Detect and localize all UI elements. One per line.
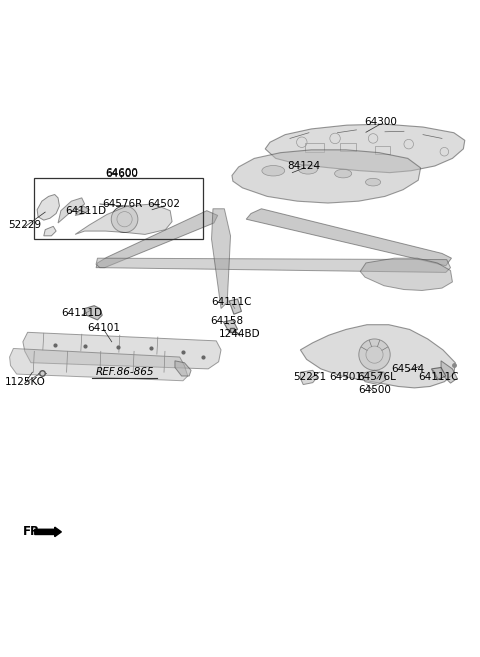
Text: 52251: 52251 bbox=[293, 372, 326, 382]
Circle shape bbox=[359, 339, 390, 371]
Text: 64600: 64600 bbox=[105, 168, 138, 177]
Polygon shape bbox=[75, 204, 172, 235]
Bar bbox=[34, 178, 203, 239]
Text: 1125KO: 1125KO bbox=[4, 376, 45, 387]
Text: 64576L: 64576L bbox=[358, 372, 396, 382]
Ellipse shape bbox=[365, 178, 381, 186]
Text: 64576R: 64576R bbox=[103, 199, 143, 209]
Polygon shape bbox=[212, 209, 230, 309]
Polygon shape bbox=[223, 320, 238, 332]
Text: 52229: 52229 bbox=[8, 220, 41, 230]
Polygon shape bbox=[37, 194, 60, 220]
Bar bbox=[374, 146, 390, 154]
Text: 64600: 64600 bbox=[105, 169, 138, 179]
Text: 64111D: 64111D bbox=[61, 308, 102, 318]
Polygon shape bbox=[23, 332, 221, 369]
Text: 64300: 64300 bbox=[364, 117, 396, 127]
Polygon shape bbox=[175, 361, 191, 376]
Text: 64501: 64501 bbox=[329, 372, 362, 382]
Polygon shape bbox=[232, 150, 420, 203]
Bar bbox=[305, 143, 324, 152]
Circle shape bbox=[111, 206, 138, 233]
Polygon shape bbox=[432, 367, 446, 380]
Text: 84124: 84124 bbox=[288, 161, 321, 171]
Text: 64111D: 64111D bbox=[65, 206, 106, 215]
Ellipse shape bbox=[299, 164, 317, 174]
Text: 64158: 64158 bbox=[211, 316, 244, 326]
Polygon shape bbox=[441, 361, 457, 383]
Polygon shape bbox=[360, 258, 453, 290]
Polygon shape bbox=[246, 209, 452, 266]
Polygon shape bbox=[300, 371, 317, 384]
Polygon shape bbox=[96, 211, 218, 267]
Text: 64101: 64101 bbox=[87, 323, 120, 332]
Text: 64500: 64500 bbox=[358, 385, 391, 396]
Polygon shape bbox=[265, 124, 465, 173]
Polygon shape bbox=[75, 206, 89, 215]
Text: REF.86-865: REF.86-865 bbox=[96, 367, 154, 377]
Polygon shape bbox=[96, 258, 451, 273]
Polygon shape bbox=[84, 306, 102, 320]
Ellipse shape bbox=[262, 166, 285, 176]
Text: 64111C: 64111C bbox=[212, 297, 252, 307]
Polygon shape bbox=[300, 325, 456, 388]
Text: 1244BD: 1244BD bbox=[219, 329, 261, 339]
Polygon shape bbox=[44, 226, 56, 236]
Text: 64544: 64544 bbox=[391, 364, 424, 374]
Text: 64502: 64502 bbox=[147, 199, 180, 209]
Polygon shape bbox=[229, 299, 241, 314]
Polygon shape bbox=[361, 371, 386, 384]
Ellipse shape bbox=[335, 170, 352, 178]
Polygon shape bbox=[58, 198, 84, 223]
Text: FR.: FR. bbox=[23, 526, 45, 538]
Bar bbox=[340, 143, 357, 150]
FancyArrow shape bbox=[35, 527, 61, 537]
Polygon shape bbox=[10, 348, 188, 381]
Text: 64111C: 64111C bbox=[418, 372, 458, 382]
